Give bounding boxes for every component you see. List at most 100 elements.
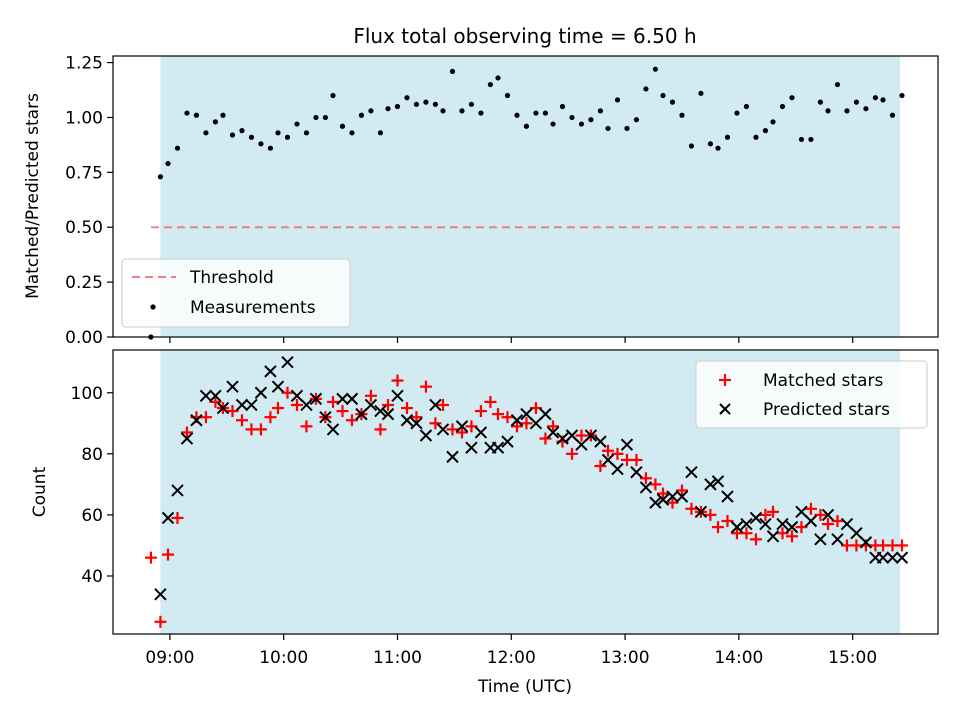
- matched-star-point: [666, 496, 679, 509]
- measurement-point: [762, 128, 769, 134]
- matched-star-point: [199, 411, 212, 424]
- measurement-point: [899, 92, 905, 99]
- ratio-axes-frame: [112, 55, 939, 338]
- matched-star-point: [565, 447, 578, 460]
- predicted-star-point: [216, 401, 230, 415]
- predicted-star-point: [556, 432, 569, 445]
- predicted-star-point: [565, 429, 579, 442]
- predicted-star-point: [520, 407, 533, 421]
- predicted-star-point: [154, 588, 167, 601]
- predicted-star-point: [694, 505, 708, 519]
- threshold-legend-label: Threshold: [189, 268, 274, 288]
- measurement-point: [413, 101, 420, 107]
- predicted-star-point: [546, 426, 560, 439]
- predicted-star-point: [465, 441, 478, 454]
- predicted-star-point: [345, 392, 359, 406]
- matched-star-point: [419, 380, 432, 393]
- predicted-star-point: [656, 493, 670, 506]
- predicted-star-point: [821, 508, 835, 522]
- predicted-star-point: [886, 551, 899, 564]
- matched-star-point: [272, 402, 284, 415]
- measurement-point: [184, 110, 190, 116]
- measurement-point: [294, 121, 300, 127]
- predicted-star-point: [814, 533, 827, 546]
- matched-star-point: [776, 527, 789, 540]
- ratio-panel: Flux total observing time = 6.50 h 0.000…: [23, 24, 939, 348]
- ratio-y-tick-label: 0.50: [65, 218, 103, 238]
- measurement-point: [652, 66, 659, 72]
- matched-star-point: [446, 423, 459, 436]
- count-axes-frame: [112, 349, 939, 635]
- measurement-point: [267, 145, 274, 151]
- predicted-star-point: [436, 423, 450, 436]
- count-legend: Matched stars Predicted stars: [695, 360, 928, 429]
- x-tick-label: 15:00: [828, 648, 877, 668]
- matched-star-point: [767, 505, 779, 518]
- predicted-star-point: [419, 429, 433, 442]
- count-y-tick-label: 100: [71, 384, 103, 404]
- measurement-point: [504, 92, 511, 99]
- predicted-star-point: [374, 404, 387, 418]
- measurement-point: [798, 136, 805, 143]
- predicted-star-point: [336, 392, 349, 406]
- matched-star-point: [649, 478, 662, 491]
- ratio-x-ticks: [169, 337, 854, 343]
- x-tick-label: 12:00: [487, 648, 536, 668]
- measurement-point: [203, 130, 209, 136]
- predicted-star-point: [666, 490, 679, 503]
- predicted-star-point: [235, 398, 249, 412]
- measurement-point: [423, 99, 429, 105]
- measurement-point: [880, 97, 886, 103]
- measurement-point: [743, 103, 750, 110]
- measurement-point: [174, 145, 181, 151]
- predicted-stars-points: [154, 356, 909, 601]
- count-y-axis: 40 60 80 100: [71, 384, 113, 587]
- matched-star-point: [437, 398, 449, 411]
- matched-star-point: [539, 432, 552, 445]
- predicted-star-point: [785, 520, 799, 534]
- ratio-y-axis: 0.00 0.25 0.50 0.75 1.00 1.25: [65, 54, 113, 348]
- measurement-point: [533, 110, 539, 116]
- matched-star-point: [822, 518, 834, 531]
- predicted-star-point: [510, 414, 524, 427]
- matched-star-point: [226, 405, 239, 418]
- matched-star-point: [611, 447, 624, 460]
- matched-star-point: [382, 398, 394, 411]
- matched-star-point: [510, 420, 523, 433]
- ratio-y-tick-label: 0.75: [65, 163, 103, 183]
- matched-star-point: [547, 420, 559, 433]
- predicted-star-point: [474, 426, 488, 439]
- measurement-point: [275, 130, 281, 136]
- matched-star-point: [474, 405, 487, 418]
- predicted-star-point: [180, 432, 194, 445]
- matched-star-point: [254, 423, 267, 436]
- measurement-point: [248, 134, 255, 140]
- measurement-point: [514, 112, 520, 118]
- predicted-star-point: [171, 484, 184, 497]
- predicted-star-point: [620, 438, 634, 451]
- predicted-star-point: [199, 389, 213, 403]
- matched-star-point: [529, 402, 542, 415]
- predicted-star-point: [491, 441, 505, 454]
- matched-stars-points: [144, 374, 908, 628]
- matched-star-point: [759, 508, 772, 521]
- x-tick-label: 09:00: [145, 648, 194, 668]
- measurement-point: [239, 128, 245, 134]
- measurement-point: [284, 134, 291, 140]
- matched-star-point: [675, 484, 688, 497]
- predicted-star-point: [309, 392, 323, 406]
- matched-star-point: [264, 411, 277, 424]
- measurement-point: [679, 112, 685, 118]
- predicted-star-point: [649, 496, 662, 509]
- matched-star-point: [327, 395, 339, 408]
- measurement-point: [753, 134, 759, 140]
- measurement-point: [487, 81, 494, 88]
- matched-star-point: [492, 408, 504, 421]
- count-x-axis: 09:00 10:00 11:00 12:00 13:00 14:00 15:00: [145, 634, 877, 668]
- measurement-point: [229, 132, 236, 138]
- matched-star-point: [336, 405, 349, 418]
- measurement-point: [193, 112, 200, 118]
- predicted-star-point: [859, 536, 873, 549]
- predicted-star-point: [721, 490, 734, 503]
- measurement-point: [688, 143, 695, 149]
